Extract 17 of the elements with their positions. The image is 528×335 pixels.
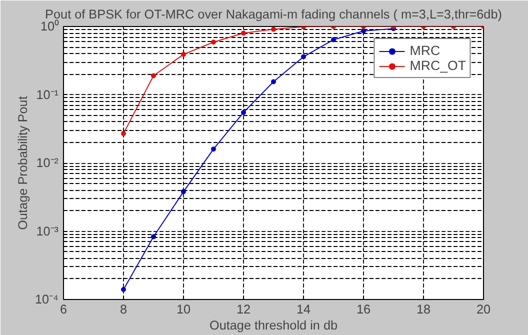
y-tick-label: 10⁻⁴ (34, 292, 59, 306)
x-tick-label: 14 (296, 302, 311, 316)
y-tick-label: 10⁻¹ (36, 88, 59, 102)
x-tick-label: 8 (120, 302, 128, 316)
y-axis-title: Outage Probability Pout (16, 96, 30, 230)
y-tick-label: 10⁻² (36, 156, 59, 170)
x-tick-label: 20 (476, 302, 491, 316)
x-tick-label: 18 (416, 302, 431, 316)
x-tick-label: 16 (356, 302, 371, 316)
y-tick-label: 10⁰ (40, 20, 60, 34)
legend-label: MRC (410, 43, 440, 58)
legend-label: MRC_OT (410, 58, 466, 73)
x-axis-title: Outage threshold in db (209, 318, 338, 332)
x-tick-label: 12 (236, 302, 251, 316)
x-tick-label: 10 (176, 302, 191, 316)
x-tick-label: 6 (60, 302, 68, 316)
y-tick-label: 10⁻³ (36, 224, 59, 238)
